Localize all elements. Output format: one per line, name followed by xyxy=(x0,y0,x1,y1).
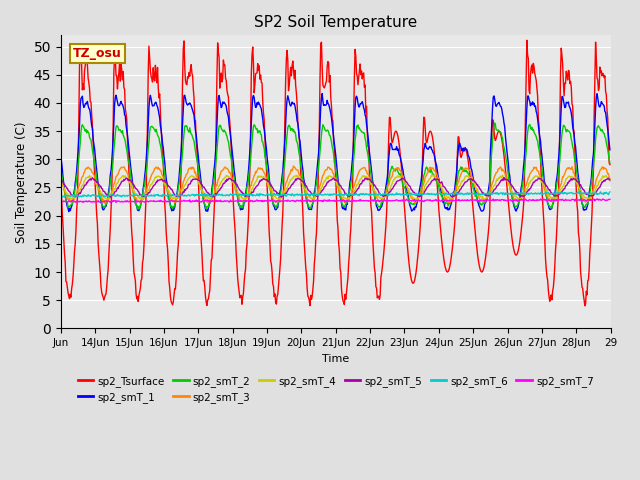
sp2_smT_4 xyxy=(122,173,129,179)
sp2_smT_5 xyxy=(423,185,431,191)
sp2_smT_6 xyxy=(596,189,604,195)
sp2_Tsurface xyxy=(223,78,230,84)
Legend: sp2_Tsurface, sp2_smT_1, sp2_smT_2, sp2_smT_3, sp2_smT_4, sp2_smT_5, sp2_smT_6, : sp2_Tsurface, sp2_smT_1, sp2_smT_2, sp2_… xyxy=(74,372,598,407)
sp2_Tsurface xyxy=(122,107,129,112)
sp2_smT_2 xyxy=(122,139,129,144)
sp2_smT_7 xyxy=(223,198,231,204)
sp2_smT_1 xyxy=(223,108,231,114)
sp2_smT_3 xyxy=(250,175,257,181)
Line: sp2_Tsurface: sp2_Tsurface xyxy=(61,40,610,306)
sp2_smT_2 xyxy=(250,122,258,128)
sp2_Tsurface xyxy=(392,128,400,134)
sp2_smT_6 xyxy=(271,192,279,197)
sp2_smT_5 xyxy=(223,179,230,184)
sp2_smT_3 xyxy=(412,201,419,206)
sp2_smT_1 xyxy=(250,95,258,100)
sp2_smT_5 xyxy=(122,176,129,182)
sp2_smT_4 xyxy=(250,182,257,188)
sp2_smT_3 xyxy=(606,176,614,181)
Line: sp2_smT_3: sp2_smT_3 xyxy=(61,166,610,204)
sp2_smT_1 xyxy=(65,209,72,215)
sp2_smT_1 xyxy=(424,146,432,152)
sp2_smT_2 xyxy=(424,166,431,171)
sp2_Tsurface xyxy=(57,180,65,186)
sp2_smT_3 xyxy=(270,198,278,204)
sp2_smT_2 xyxy=(491,120,499,126)
Line: sp2_smT_5: sp2_smT_5 xyxy=(61,178,610,197)
sp2_smT_7 xyxy=(424,197,431,203)
sp2_smT_4 xyxy=(428,172,435,178)
sp2_smT_7 xyxy=(250,198,258,204)
sp2_Tsurface xyxy=(606,162,614,168)
sp2_smT_2 xyxy=(393,166,401,172)
sp2_smT_5 xyxy=(606,177,614,183)
X-axis label: Time: Time xyxy=(322,354,349,364)
Text: TZ_osu: TZ_osu xyxy=(73,48,122,60)
sp2_smT_7 xyxy=(271,198,279,204)
sp2_smT_2 xyxy=(606,160,614,166)
sp2_smT_5 xyxy=(270,188,278,194)
sp2_smT_7 xyxy=(606,196,614,202)
sp2_smT_3 xyxy=(122,168,129,173)
sp2_smT_6 xyxy=(250,192,258,198)
sp2_smT_5 xyxy=(392,181,400,187)
sp2_Tsurface xyxy=(250,60,257,66)
sp2_smT_1 xyxy=(606,147,614,153)
Line: sp2_smT_2: sp2_smT_2 xyxy=(61,123,610,209)
sp2_smT_5 xyxy=(500,175,508,180)
Line: sp2_smT_1: sp2_smT_1 xyxy=(61,94,610,212)
sp2_Tsurface xyxy=(523,37,531,43)
sp2_smT_2 xyxy=(271,203,279,208)
sp2_smT_1 xyxy=(271,206,279,212)
sp2_Tsurface xyxy=(270,294,278,300)
sp2_smT_6 xyxy=(393,190,401,196)
sp2_smT_6 xyxy=(58,194,66,200)
sp2_smT_4 xyxy=(223,173,230,179)
sp2_smT_2 xyxy=(57,168,65,173)
sp2_smT_1 xyxy=(394,147,401,153)
sp2_smT_6 xyxy=(57,193,65,199)
sp2_smT_1 xyxy=(122,122,130,128)
Line: sp2_smT_4: sp2_smT_4 xyxy=(61,175,610,200)
Y-axis label: Soil Temperature (C): Soil Temperature (C) xyxy=(15,121,28,242)
sp2_smT_7 xyxy=(122,198,130,204)
sp2_smT_3 xyxy=(223,166,230,171)
sp2_smT_4 xyxy=(606,178,614,184)
sp2_smT_7 xyxy=(106,200,114,205)
sp2_smT_1 xyxy=(57,155,65,161)
sp2_smT_4 xyxy=(424,179,431,185)
sp2_smT_4 xyxy=(270,193,278,199)
sp2_smT_3 xyxy=(57,177,65,183)
sp2_smT_7 xyxy=(393,197,401,203)
sp2_smT_5 xyxy=(57,176,65,182)
Line: sp2_smT_7: sp2_smT_7 xyxy=(61,199,610,203)
sp2_smT_2 xyxy=(169,206,177,212)
sp2_smT_3 xyxy=(290,163,298,169)
sp2_smT_2 xyxy=(223,133,231,139)
sp2_smT_6 xyxy=(223,192,231,198)
sp2_smT_6 xyxy=(424,191,431,196)
sp2_smT_4 xyxy=(309,197,317,203)
sp2_smT_7 xyxy=(57,199,65,204)
Line: sp2_smT_6: sp2_smT_6 xyxy=(61,192,610,197)
sp2_smT_3 xyxy=(393,165,401,171)
sp2_Tsurface xyxy=(581,303,589,309)
sp2_smT_5 xyxy=(250,189,257,195)
sp2_smT_6 xyxy=(606,189,614,195)
sp2_Tsurface xyxy=(423,140,431,145)
sp2_smT_1 xyxy=(318,91,326,96)
sp2_smT_3 xyxy=(424,169,432,175)
sp2_smT_5 xyxy=(449,194,456,200)
sp2_smT_6 xyxy=(122,193,130,199)
Title: SP2 Soil Temperature: SP2 Soil Temperature xyxy=(254,15,417,30)
sp2_smT_4 xyxy=(57,179,65,185)
sp2_smT_7 xyxy=(594,196,602,202)
sp2_smT_4 xyxy=(393,175,401,180)
